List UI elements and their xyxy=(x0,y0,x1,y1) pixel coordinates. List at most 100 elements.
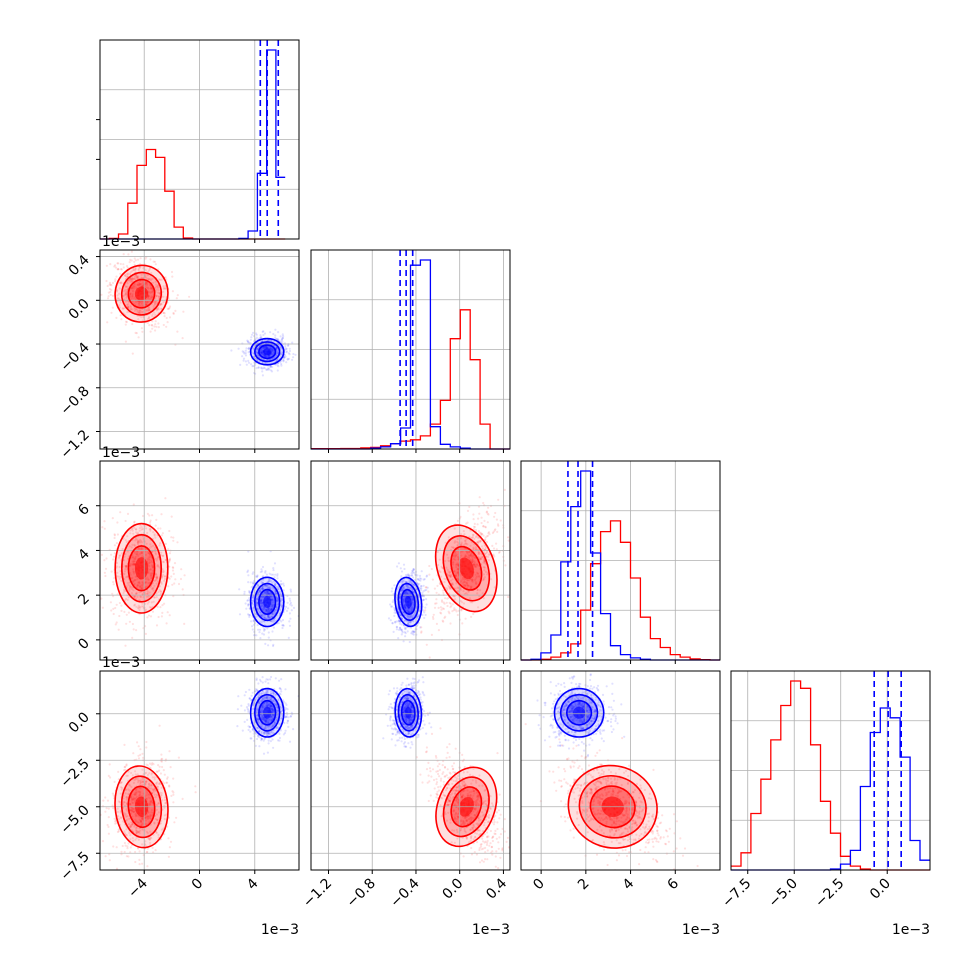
scatter-point xyxy=(275,346,278,349)
scatter-point xyxy=(154,295,157,298)
scatter-point xyxy=(136,553,139,556)
scatter-point xyxy=(248,615,251,619)
scatter-point xyxy=(247,599,250,602)
scatter-point xyxy=(137,830,140,834)
scatter-point xyxy=(115,603,118,606)
scatter-point xyxy=(279,590,282,593)
scatter-point xyxy=(413,630,416,633)
scatter-point xyxy=(168,565,171,568)
scatter-point xyxy=(154,300,157,303)
scatter-point xyxy=(266,696,269,699)
scatter-point xyxy=(271,573,275,576)
scatter-point xyxy=(133,560,136,563)
scatter-point xyxy=(420,630,423,633)
scatter-point xyxy=(273,562,277,565)
scatter-point xyxy=(288,347,291,350)
scatter-point xyxy=(474,577,477,580)
scatter-point xyxy=(131,284,134,288)
scatter-point xyxy=(125,795,128,799)
scatter-point xyxy=(419,589,423,592)
scatter-point xyxy=(135,829,138,833)
scatter-point xyxy=(288,353,291,356)
scatter-point xyxy=(137,268,140,271)
scatter-point xyxy=(247,604,250,607)
scatter-point xyxy=(419,579,422,582)
scatter-point xyxy=(270,615,273,618)
scatter-point xyxy=(156,781,159,784)
scatter-point xyxy=(134,268,137,272)
scatter-point xyxy=(127,306,130,309)
scatter-point xyxy=(453,555,457,559)
scatter-point xyxy=(389,603,392,606)
scatter-point xyxy=(274,620,277,623)
scatter-point xyxy=(113,536,116,540)
scatter-point xyxy=(482,561,485,564)
scatter-point xyxy=(463,580,466,583)
scatter-point xyxy=(406,610,410,613)
scatter-point xyxy=(257,628,260,631)
scatter-point xyxy=(487,559,490,562)
scatter-point xyxy=(266,609,269,612)
scatter-point xyxy=(250,620,253,623)
scatter-point xyxy=(400,628,403,631)
scatter-point xyxy=(111,804,114,807)
scatter-point xyxy=(131,563,134,566)
scatter-point xyxy=(145,819,148,822)
scatter-point xyxy=(154,536,157,539)
scatter-point xyxy=(138,793,141,797)
scatter-point xyxy=(107,807,110,810)
scatter-point xyxy=(109,283,112,286)
scatter-point xyxy=(127,305,130,308)
scatter-point xyxy=(144,782,147,786)
scatter-point xyxy=(151,788,154,791)
scatter-point xyxy=(113,544,116,547)
scatter-point xyxy=(479,539,482,542)
scatter-point xyxy=(266,590,269,593)
scatter-point xyxy=(145,527,148,530)
scatter-point xyxy=(120,788,123,791)
scatter-point xyxy=(149,521,152,524)
scatter-point xyxy=(112,845,115,848)
scatter-point xyxy=(399,606,403,609)
scatter-point xyxy=(130,806,133,810)
scatter-point xyxy=(437,606,440,610)
scatter-point xyxy=(139,309,142,312)
scatter-point xyxy=(134,818,137,821)
scatter-point xyxy=(130,821,133,824)
scatter-point xyxy=(425,574,429,577)
scatter-point xyxy=(263,354,266,357)
scatter-point xyxy=(447,559,450,562)
scatter-point xyxy=(451,583,454,586)
scatter-point xyxy=(158,765,161,768)
scatter-point xyxy=(120,268,123,271)
scatter-point xyxy=(271,615,274,618)
scatter-point xyxy=(146,273,149,277)
scatter-point xyxy=(421,613,424,617)
scatter-point xyxy=(274,592,277,595)
scatter-point xyxy=(413,611,416,614)
scatter-point xyxy=(145,740,148,744)
scatter-point xyxy=(443,602,446,605)
scatter-point xyxy=(105,279,108,283)
scatter-point xyxy=(122,266,125,269)
scatter-point xyxy=(167,585,170,588)
scatter-point xyxy=(150,545,153,548)
scatter-point xyxy=(289,603,292,606)
scatter-point xyxy=(140,818,143,821)
scatter-point xyxy=(151,327,154,330)
scatter-point xyxy=(457,571,460,574)
scatter-point xyxy=(271,601,274,604)
scatter-point xyxy=(161,611,164,615)
scatter-point xyxy=(121,307,124,310)
scatter-point xyxy=(129,304,132,307)
scatter-point xyxy=(137,581,140,584)
scatter-point xyxy=(267,631,270,634)
scatter-point xyxy=(151,814,154,817)
scatter-point xyxy=(138,608,141,612)
scatter-point xyxy=(155,831,158,834)
scatter-point xyxy=(462,602,466,605)
scatter-point xyxy=(123,766,126,769)
scatter-point xyxy=(133,596,136,599)
scatter-point xyxy=(471,601,474,604)
scatter-point xyxy=(138,308,141,311)
